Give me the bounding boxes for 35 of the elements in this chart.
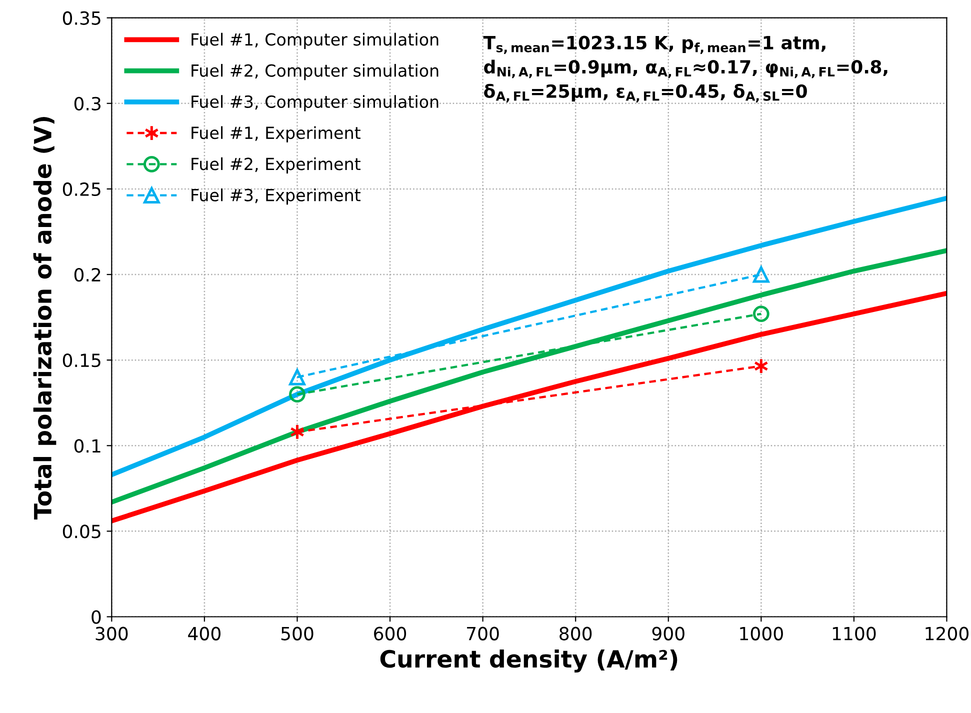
x-axis-title: Current density (A/m²): [380, 649, 678, 673]
legend-label: Fuel #2, Experiment: [192, 157, 360, 174]
legend-label: Fuel #3, Computer simulation: [192, 95, 438, 112]
x-tick-label: 1100: [832, 626, 876, 640]
legend-label: Fuel #3, Experiment: [192, 188, 360, 205]
y-tick-label: 0.3: [74, 96, 100, 110]
point: [289, 386, 306, 402]
x-tick-label: 400: [188, 626, 220, 640]
x-tick-label: 300: [96, 626, 128, 640]
x-tick-label: 500: [281, 626, 314, 640]
point: [752, 266, 770, 283]
text: T$_{s,mean}$=1023.15 K, p$_{f,mean}$=1 atm, d$_{Ni,A,FL}$=0.9μm, α$_{A,FL}$≈0.17, φ$_{Ni,A,FL}$=0.8, δ$_{A,FL}$=25μm, ε$_{A,FL}$=0.45, δ$_{A,SL}$=0: [483, 36, 888, 102]
y-tick-label: 0.1: [74, 439, 100, 453]
line-series: [112, 248, 947, 505]
point: [290, 424, 304, 440]
y-tick-label: 0.35: [62, 11, 100, 25]
x-tick-label: 700: [467, 626, 499, 640]
y-tick-label: 0: [92, 610, 101, 624]
y-tick-label: 0.05: [62, 524, 100, 538]
y-tick-label: 0.25: [62, 182, 100, 196]
point: [752, 306, 770, 322]
x-tick-label: 900: [652, 626, 684, 640]
y-tick-label: 0.2: [74, 268, 100, 282]
x-tick-label: 600: [374, 626, 406, 640]
legend-label: Fuel #2, Computer simulation: [192, 64, 438, 80]
y-tick-label: 0.15: [62, 354, 100, 368]
y-axis-title: Total polarization of anode (V): [33, 117, 56, 520]
x-tick-label: 1000: [740, 626, 783, 640]
point: [289, 368, 306, 386]
point: [754, 358, 768, 374]
x-tick-label: 800: [560, 626, 592, 640]
line-series: [112, 290, 947, 524]
legend-label: Fuel #1, Computer simulation: [192, 32, 438, 49]
x-tick-label: 1200: [926, 626, 968, 640]
legend-label: Fuel #1, Experiment: [192, 126, 360, 142]
